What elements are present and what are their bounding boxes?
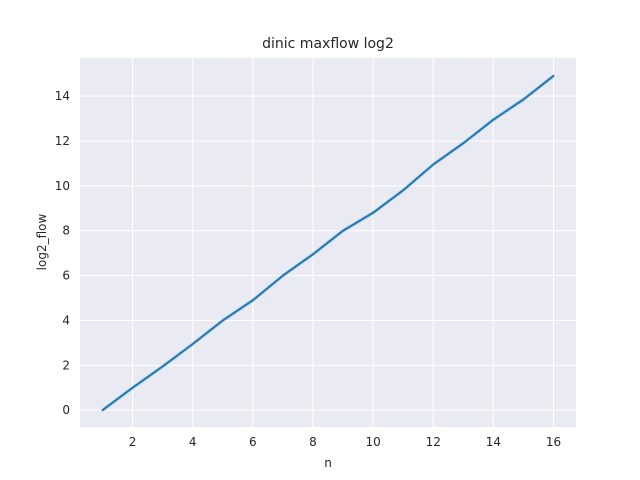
y-tick-labels: 0 2 4 6 8 10 12 14 (55, 89, 70, 417)
x-tick-label: 4 (189, 435, 197, 449)
chart-title: dinic maxflow log2 (262, 36, 394, 52)
y-axis-label: log2_flow (35, 214, 49, 271)
series-lines (101, 74, 555, 412)
x-tick-labels: 2 4 6 8 10 12 14 16 (129, 435, 561, 449)
x-axis-label: n (324, 456, 332, 470)
x-tick-label: 12 (426, 435, 441, 449)
series-line (101, 74, 555, 412)
y-tick-label: 2 (62, 358, 70, 372)
x-tick-label: 10 (365, 435, 380, 449)
y-tick-label: 14 (55, 89, 70, 103)
y-tick-label: 0 (62, 403, 70, 417)
y-tick-label: 10 (55, 179, 70, 193)
y-tick-label: 8 (62, 224, 70, 238)
x-tick-label: 2 (129, 435, 137, 449)
x-tick-label: 14 (486, 435, 501, 449)
y-tick-label: 4 (62, 313, 70, 327)
x-tick-label: 8 (309, 435, 317, 449)
y-tick-label: 6 (62, 269, 70, 283)
y-tick-label: 12 (55, 134, 70, 148)
x-tick-label: 16 (546, 435, 561, 449)
x-tick-label: 6 (249, 435, 257, 449)
grid (80, 58, 576, 427)
